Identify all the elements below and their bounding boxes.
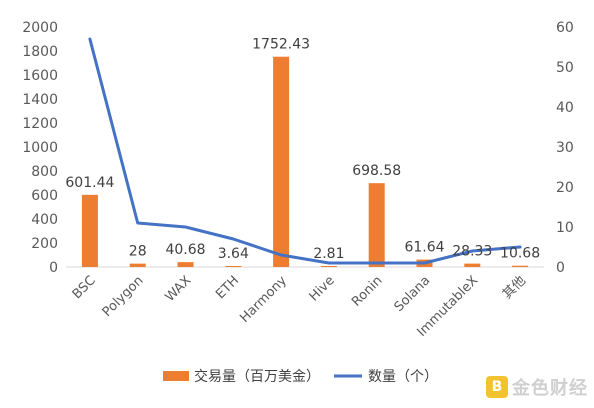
bar (225, 266, 242, 267)
bar-data-label: 2.81 (313, 246, 344, 262)
legend-label-line: 数量（个） (368, 369, 438, 385)
left-axis-tick-label: 1800 (22, 44, 58, 60)
left-axis-tick-label: 0 (49, 260, 58, 276)
left-axis-tick-label: 800 (31, 164, 58, 180)
right-axis-tick-label: 30 (556, 140, 574, 156)
category-label: Harmony (237, 273, 290, 326)
category-label: Hive (307, 273, 338, 304)
category-label: Polygon (100, 273, 147, 320)
left-axis-tick-label: 1000 (22, 140, 58, 156)
bar (81, 194, 98, 267)
bar (368, 183, 385, 267)
bar-data-label: 40.68 (165, 242, 205, 258)
bar (273, 56, 290, 267)
category-label: Solana (392, 273, 434, 315)
left-axis-tick-label: 1600 (22, 68, 58, 84)
category-label: WAX (163, 273, 195, 305)
bar-data-label: 28.33 (452, 244, 492, 260)
left-axis-tick-label: 2000 (22, 20, 58, 36)
legend: 交易量（百万美金） 数量（个） (163, 368, 438, 385)
legend-swatch-bar (163, 371, 189, 381)
bar-data-labels: 601.44 28 40.68 3.64 1752.43 2.81 698.58 61.64 2… (65, 37, 540, 262)
left-y-axis: 0 200 400 600 800 1000 1200 1400 1600 1800 2000 (22, 20, 58, 276)
category-label: BSC (70, 273, 99, 302)
left-axis-tick-label: 1400 (22, 92, 58, 108)
line-path (88, 37, 522, 265)
line-series (88, 37, 522, 265)
watermark-text: 金色财经 (512, 378, 588, 399)
bar-data-label: 698.58 (352, 163, 401, 179)
right-axis-tick-label: 10 (556, 220, 574, 236)
right-y-axis: 0 10 20 30 40 50 60 (556, 20, 574, 276)
right-axis-tick-label: 40 (556, 100, 574, 116)
left-axis-tick-label: 600 (31, 188, 58, 204)
category-label: 其他 (500, 273, 529, 302)
bar-data-label: 601.44 (65, 175, 114, 191)
brand-logo-icon: B (486, 376, 508, 398)
right-axis-tick-label: 20 (556, 180, 574, 196)
bar (464, 263, 481, 267)
bar (512, 265, 529, 267)
bar-data-label: 28 (129, 244, 147, 260)
watermark: B 金色财经 (486, 374, 588, 400)
right-axis-tick-label: 0 (556, 260, 565, 276)
bar-data-label: 3.64 (218, 246, 249, 262)
category-label: ETH (213, 273, 242, 302)
category-label: Ronin (349, 273, 385, 309)
right-axis-tick-label: 60 (556, 20, 574, 36)
left-axis-tick-label: 400 (31, 212, 58, 228)
left-axis-tick-label: 200 (31, 236, 58, 252)
bar (129, 263, 146, 267)
bar (177, 262, 194, 267)
bar-data-label: 1752.43 (252, 37, 310, 53)
bar-data-label: 10.68 (500, 246, 540, 262)
left-axis-tick-label: 1200 (22, 116, 58, 132)
legend-label-bar: 交易量（百万美金） (194, 368, 320, 385)
right-axis-tick-label: 50 (556, 60, 574, 76)
bar-series (81, 56, 529, 267)
bar-data-label: 61.64 (404, 240, 444, 256)
bar (320, 266, 337, 267)
